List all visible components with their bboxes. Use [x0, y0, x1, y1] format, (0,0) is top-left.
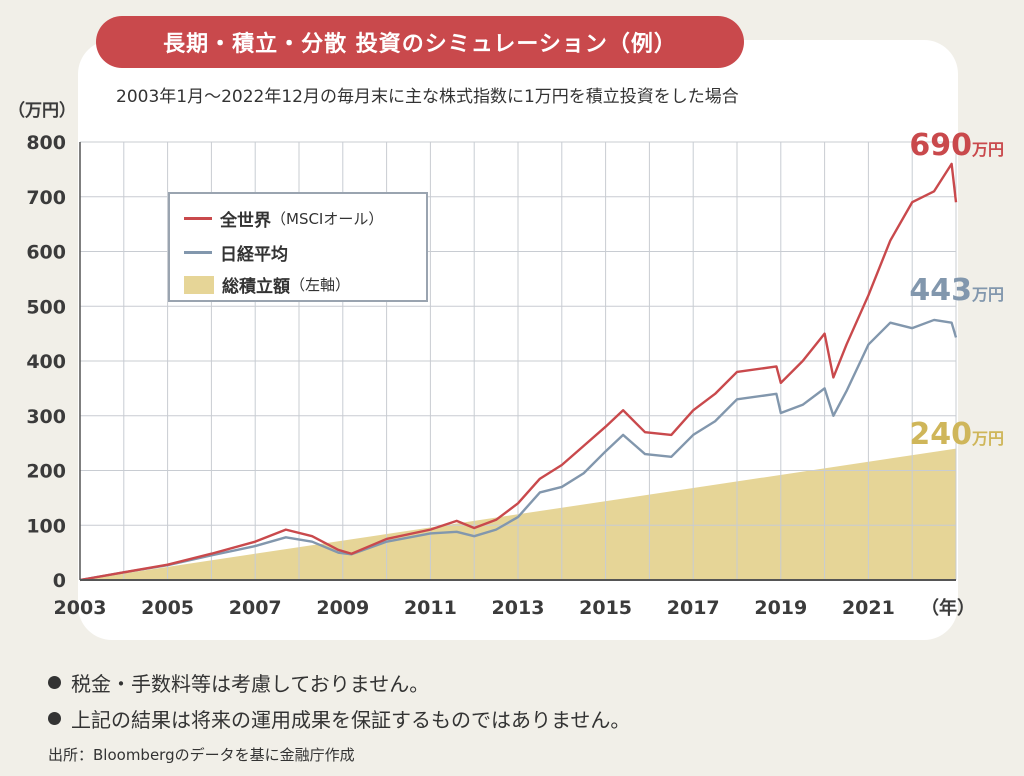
y-tick-label: 400: [26, 351, 66, 373]
end-value-label: 690万円: [909, 128, 1004, 163]
y-axis-unit: （万円）: [8, 100, 76, 121]
chart-subtitle: 2003年1月〜2022年12月の毎月末に主な株式指数に1万円を積立投資をした場…: [116, 87, 739, 107]
end-value-number: 240: [909, 417, 972, 452]
x-tick-label: 2011: [404, 597, 457, 619]
note-item-2: 上記の結果は将来の運用成果を保証するものではありません。: [48, 704, 630, 733]
y-tick-label: 700: [26, 187, 66, 209]
x-tick-label: 2021: [842, 597, 895, 619]
x-tick-label: 2007: [229, 597, 282, 619]
x-tick-label: 2005: [141, 597, 194, 619]
series-line-world: [79, 162, 958, 582]
legend-label-world-suffix: （MSCIオール）: [271, 210, 384, 228]
series-line-nikkei: [79, 318, 958, 582]
chart-svg: 0 100 200 300 400 500 600 700 800 （万円） 2003 2005 200…: [8, 100, 1004, 619]
legend-swatch-total: [184, 275, 214, 294]
end-value-number: 690: [909, 128, 972, 163]
y-tick-label: 800: [26, 132, 66, 154]
y-tick-label: 100: [26, 515, 66, 537]
y-tick-label: 200: [26, 461, 66, 483]
y-tick-label: 0: [53, 570, 66, 592]
end-value-number: 443: [909, 273, 972, 308]
y-tick-label: 500: [26, 296, 66, 318]
x-axis-unit: （年）: [921, 597, 975, 619]
legend-item-total: 総積立額 （左軸）: [184, 272, 350, 297]
note-item-1: 税金・手数料等は考慮しておりません。: [48, 668, 429, 697]
y-tick-label: 600: [26, 242, 66, 264]
legend-item-world: 全世界 （MSCIオール）: [184, 206, 383, 231]
legend-swatch-nikkei: [184, 251, 212, 254]
source-note: 出所：Bloombergのデータを基に金融庁作成: [48, 746, 355, 764]
legend-label-total: 総積立額: [222, 277, 290, 297]
legend-label-world: 全世界: [220, 211, 271, 231]
end-value-unit: 万円: [971, 140, 1004, 159]
note-text-2: 上記の結果は将来の運用成果を保証するものではありません。: [71, 708, 631, 732]
x-tick-label: 2003: [54, 597, 107, 619]
bullet-icon: [48, 676, 61, 689]
bullet-icon: [48, 712, 61, 725]
end-value-label: 240万円: [909, 417, 1004, 452]
legend-swatch-world: [184, 217, 212, 220]
legend-label-nikkei: 日経平均: [220, 245, 288, 265]
note-text-1: 税金・手数料等は考慮しておりません。: [71, 672, 430, 696]
end-value-label: 443万円: [909, 273, 1004, 308]
legend-label-total-suffix: （左軸）: [290, 276, 351, 294]
y-tick-label: 300: [26, 406, 66, 428]
end-value-unit: 万円: [971, 285, 1004, 304]
chart-legend: 全世界 （MSCIオール） 日経平均 総積立額 （左軸）: [168, 192, 428, 302]
x-tick-label: 2017: [667, 597, 720, 619]
page-title: 長期・積立・分散 投資のシミュレーション（例）: [96, 16, 744, 68]
legend-item-nikkei: 日経平均: [184, 240, 288, 265]
end-value-unit: 万円: [971, 429, 1004, 448]
x-tick-label: 2019: [754, 597, 807, 619]
x-tick-label: 2013: [492, 597, 545, 619]
x-tick-label: 2015: [579, 597, 632, 619]
x-tick-label: 2009: [316, 597, 369, 619]
